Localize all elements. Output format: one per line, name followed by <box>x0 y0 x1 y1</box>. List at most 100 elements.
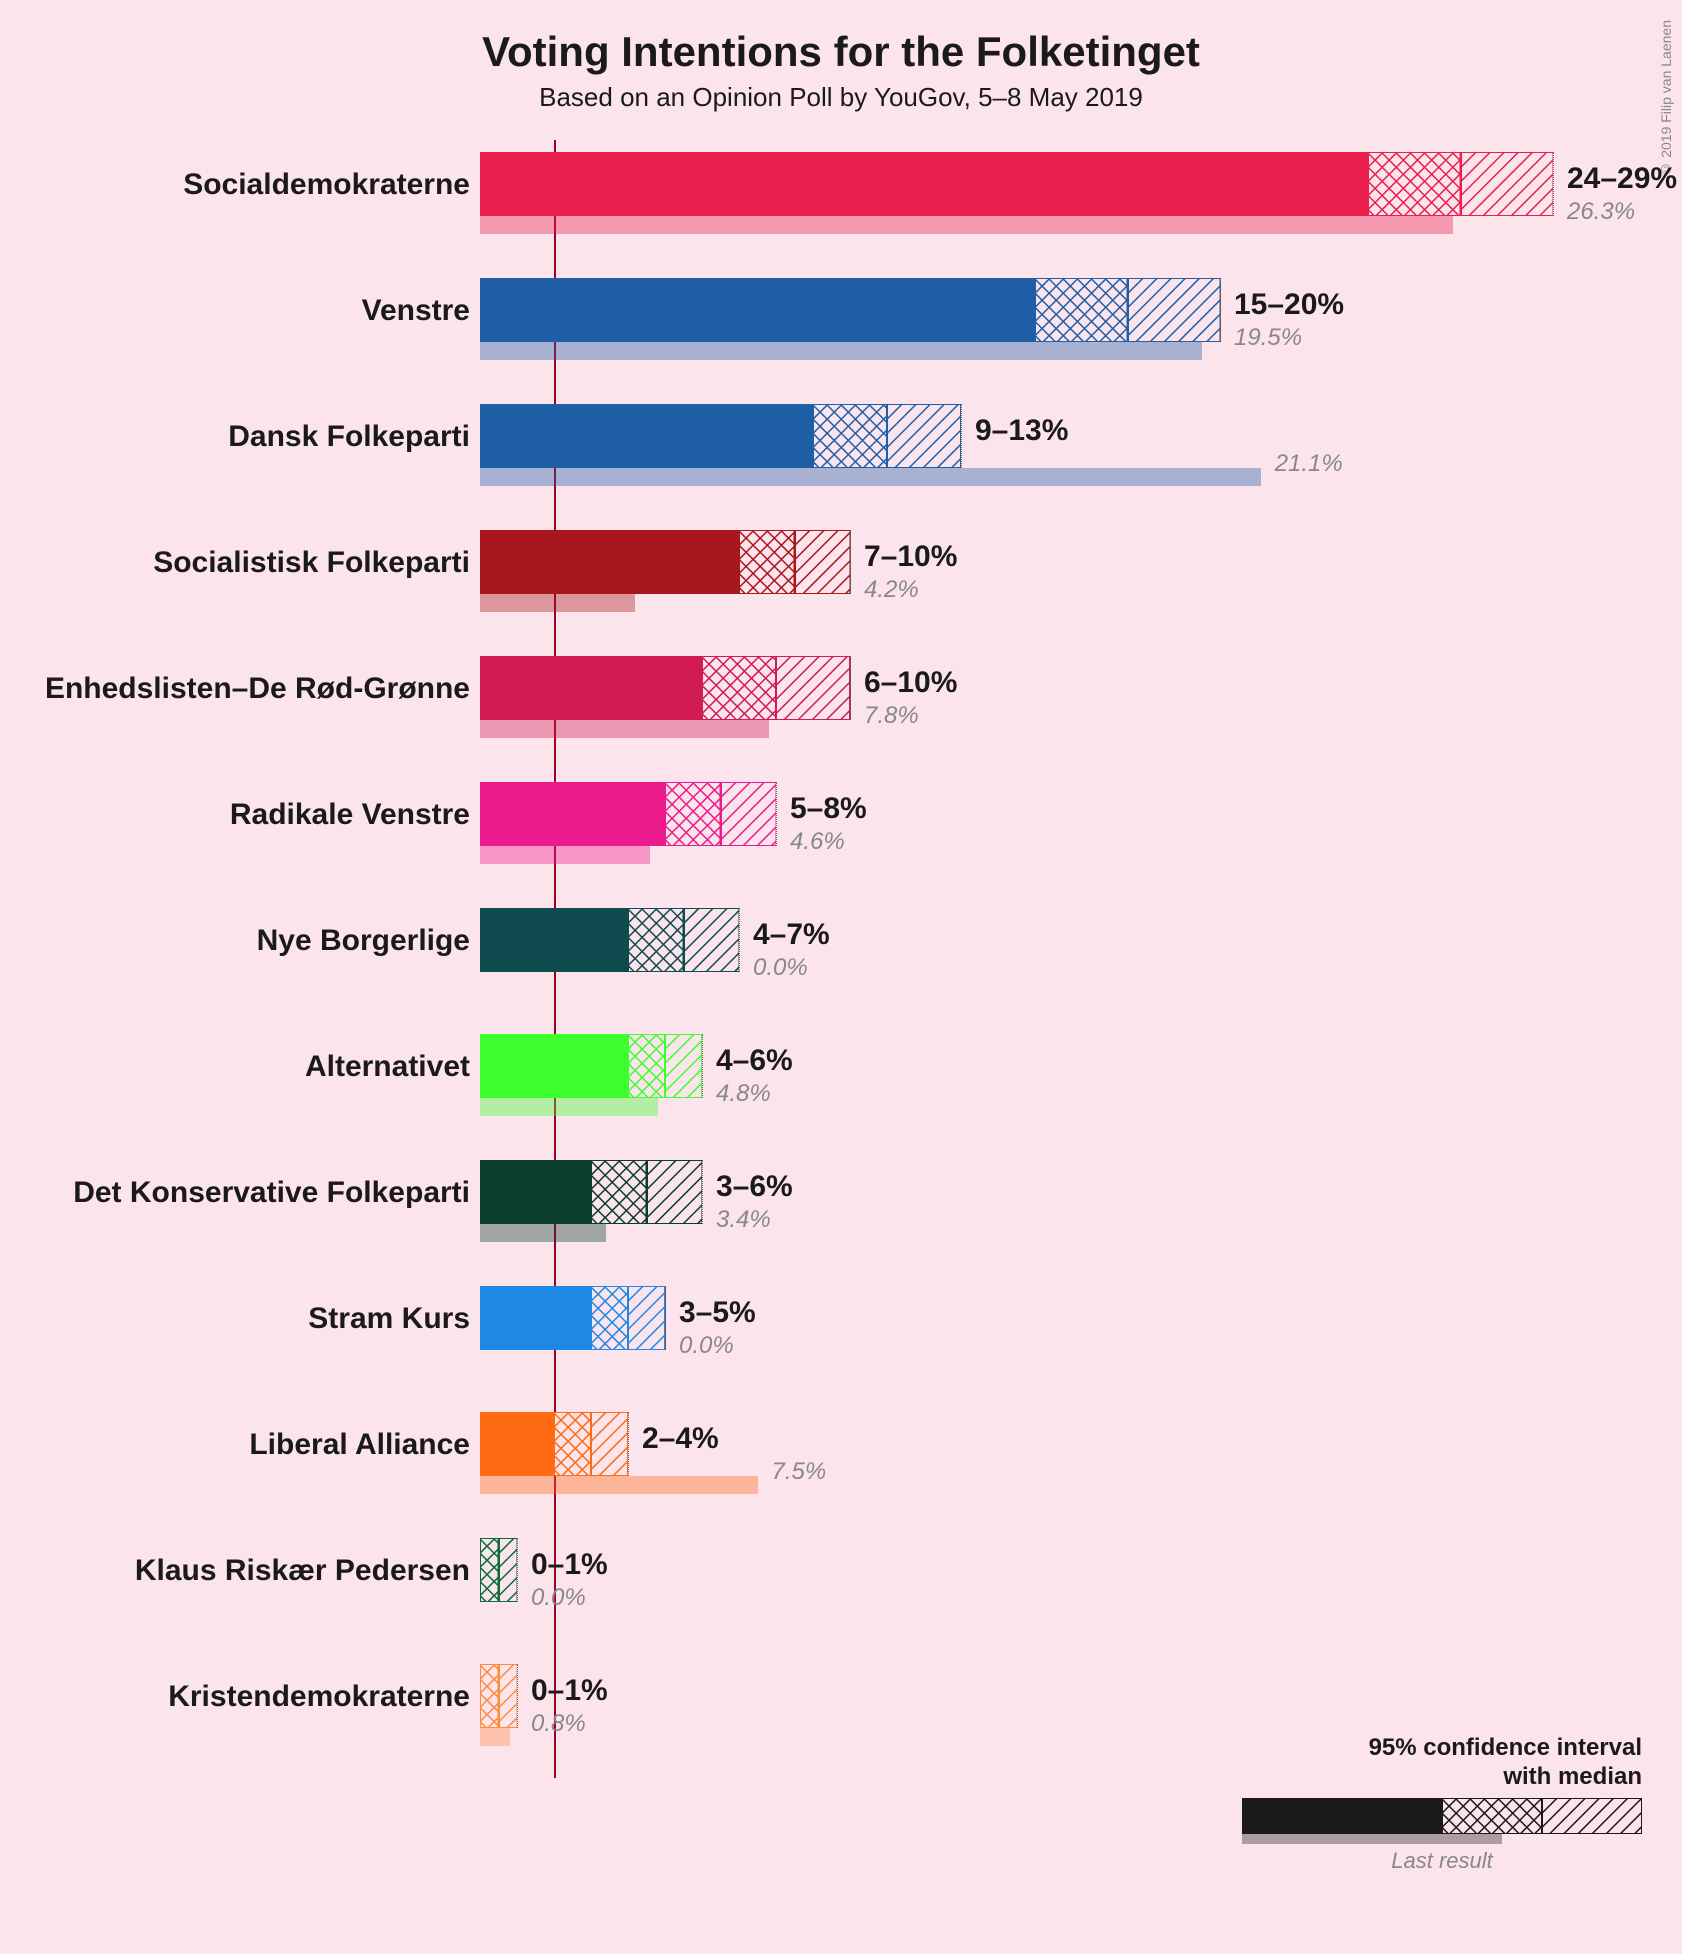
bar-row: Socialistisk Folkeparti 7–10%4.2% <box>0 518 1682 644</box>
gridline-minor <box>961 404 962 468</box>
gridline-minor <box>517 1538 518 1602</box>
bar-diagonal <box>684 908 740 972</box>
bar-row: Nye Borgerlige4–7%0.0% <box>0 896 1682 1022</box>
range-label: 7–10% <box>864 540 957 574</box>
party-label: Enhedslisten–De Rød-Grønne <box>0 672 470 706</box>
last-result-label: 4.6% <box>790 828 845 856</box>
last-result-label: 26.3% <box>1567 198 1635 226</box>
last-result-label: 7.5% <box>772 1458 827 1486</box>
gridline-major <box>850 656 851 720</box>
gridline-major <box>665 1286 666 1350</box>
last-result-label: 7.8% <box>864 702 919 730</box>
bar-solid <box>480 404 813 468</box>
bar-solid <box>480 782 665 846</box>
gridline-major <box>850 530 851 594</box>
party-label: Alternativet <box>0 1050 470 1084</box>
bar-solid <box>480 278 1035 342</box>
bar-diagonal <box>499 1538 518 1602</box>
party-label: Liberal Alliance <box>0 1428 470 1462</box>
bar-row: Venstre 15–20%19.5% <box>0 266 1682 392</box>
chart-title: Voting Intentions for the Folketinget <box>0 0 1682 76</box>
bar-solid <box>480 1160 591 1224</box>
last-result-label: 0.0% <box>531 1584 586 1612</box>
party-label: Socialistisk Folkeparti <box>0 546 470 580</box>
bar-crosshatch <box>813 404 887 468</box>
party-label: Klaus Riskær Pedersen <box>0 1554 470 1588</box>
party-label: Dansk Folkeparti <box>0 420 470 454</box>
legend-diagonal <box>1542 1798 1642 1834</box>
bar-row: Radikale Venstre5–8%4.6% <box>0 770 1682 896</box>
bar-crosshatch <box>480 1538 499 1602</box>
gridline-minor <box>628 1412 629 1476</box>
party-label: Venstre <box>0 294 470 328</box>
gridline-major <box>1220 278 1221 342</box>
last-result-label: 0.8% <box>531 1710 586 1738</box>
bar-crosshatch <box>591 1286 628 1350</box>
last-result-bar <box>480 846 650 864</box>
gridline-minor <box>702 1034 703 1098</box>
last-result-bar <box>480 1224 606 1242</box>
party-label: Stram Kurs <box>0 1302 470 1336</box>
range-label: 6–10% <box>864 666 957 700</box>
bar-diagonal <box>499 1664 518 1728</box>
bar-crosshatch <box>702 656 776 720</box>
last-result-bar <box>480 1098 658 1116</box>
bar-crosshatch <box>628 908 684 972</box>
bar-solid <box>480 152 1368 216</box>
party-label: Nye Borgerlige <box>0 924 470 958</box>
bar-solid <box>480 908 628 972</box>
last-result-bar <box>480 468 1261 486</box>
party-label: Radikale Venstre <box>0 798 470 832</box>
bar-row: Alternativet4–6%4.8% <box>0 1022 1682 1148</box>
legend-title-line1: 95% confidence interval <box>1369 1734 1642 1761</box>
last-result-bar <box>480 342 1202 360</box>
range-label: 3–5% <box>679 1296 756 1330</box>
bar-diagonal <box>1128 278 1221 342</box>
last-result-bar <box>480 1476 758 1494</box>
bar-row: Det Konservative Folkeparti3–6%3.4% <box>0 1148 1682 1274</box>
last-result-bar <box>480 1728 510 1746</box>
range-label: 9–13% <box>975 414 1068 448</box>
last-result-bar <box>480 216 1453 234</box>
last-result-label: 0.0% <box>679 1332 734 1360</box>
bar-solid <box>480 1412 554 1476</box>
bar-solid <box>480 1034 628 1098</box>
legend-sample <box>1242 1798 1642 1846</box>
bar-row: Klaus Riskær Pedersen0–1%0.0% <box>0 1526 1682 1652</box>
legend: 95% confidence interval with median Last… <box>1242 1734 1642 1874</box>
bar-crosshatch <box>591 1160 647 1224</box>
legend-title: 95% confidence interval with median <box>1242 1734 1642 1792</box>
last-result-bar <box>480 594 635 612</box>
legend-title-line2: with median <box>1503 1763 1642 1790</box>
bar-diagonal <box>887 404 961 468</box>
range-label: 15–20% <box>1234 288 1344 322</box>
bar-solid <box>480 656 702 720</box>
bar-diagonal <box>721 782 777 846</box>
bar-diagonal <box>665 1034 702 1098</box>
range-label: 4–7% <box>753 918 830 952</box>
bar-row: Liberal Alliance2–4%7.5% <box>0 1400 1682 1526</box>
range-label: 0–1% <box>531 1674 608 1708</box>
bar-row: Stram Kurs 3–5%0.0% <box>0 1274 1682 1400</box>
gridline-minor <box>776 782 777 846</box>
bar-diagonal <box>1461 152 1554 216</box>
bar-crosshatch <box>739 530 795 594</box>
range-label: 3–6% <box>716 1170 793 1204</box>
party-label: Det Konservative Folkeparti <box>0 1176 470 1210</box>
bar-crosshatch <box>665 782 721 846</box>
bar-diagonal <box>776 656 850 720</box>
bar-crosshatch <box>1368 152 1461 216</box>
bar-solid <box>480 530 739 594</box>
last-result-label: 4.2% <box>864 576 919 604</box>
gridline-minor <box>517 1664 518 1728</box>
last-result-label: 21.1% <box>1275 450 1343 478</box>
last-result-label: 19.5% <box>1234 324 1302 352</box>
bar-row: Enhedslisten–De Rød-Grønne 6–10%7.8% <box>0 644 1682 770</box>
party-label: Socialdemokraterne <box>0 168 470 202</box>
range-label: 4–6% <box>716 1044 793 1078</box>
legend-solid <box>1242 1798 1442 1834</box>
bar-row: Dansk Folkeparti 9–13% 21.1% <box>0 392 1682 518</box>
bar-crosshatch <box>628 1034 665 1098</box>
legend-last-label: Last result <box>1242 1848 1642 1874</box>
last-result-bar <box>480 720 769 738</box>
